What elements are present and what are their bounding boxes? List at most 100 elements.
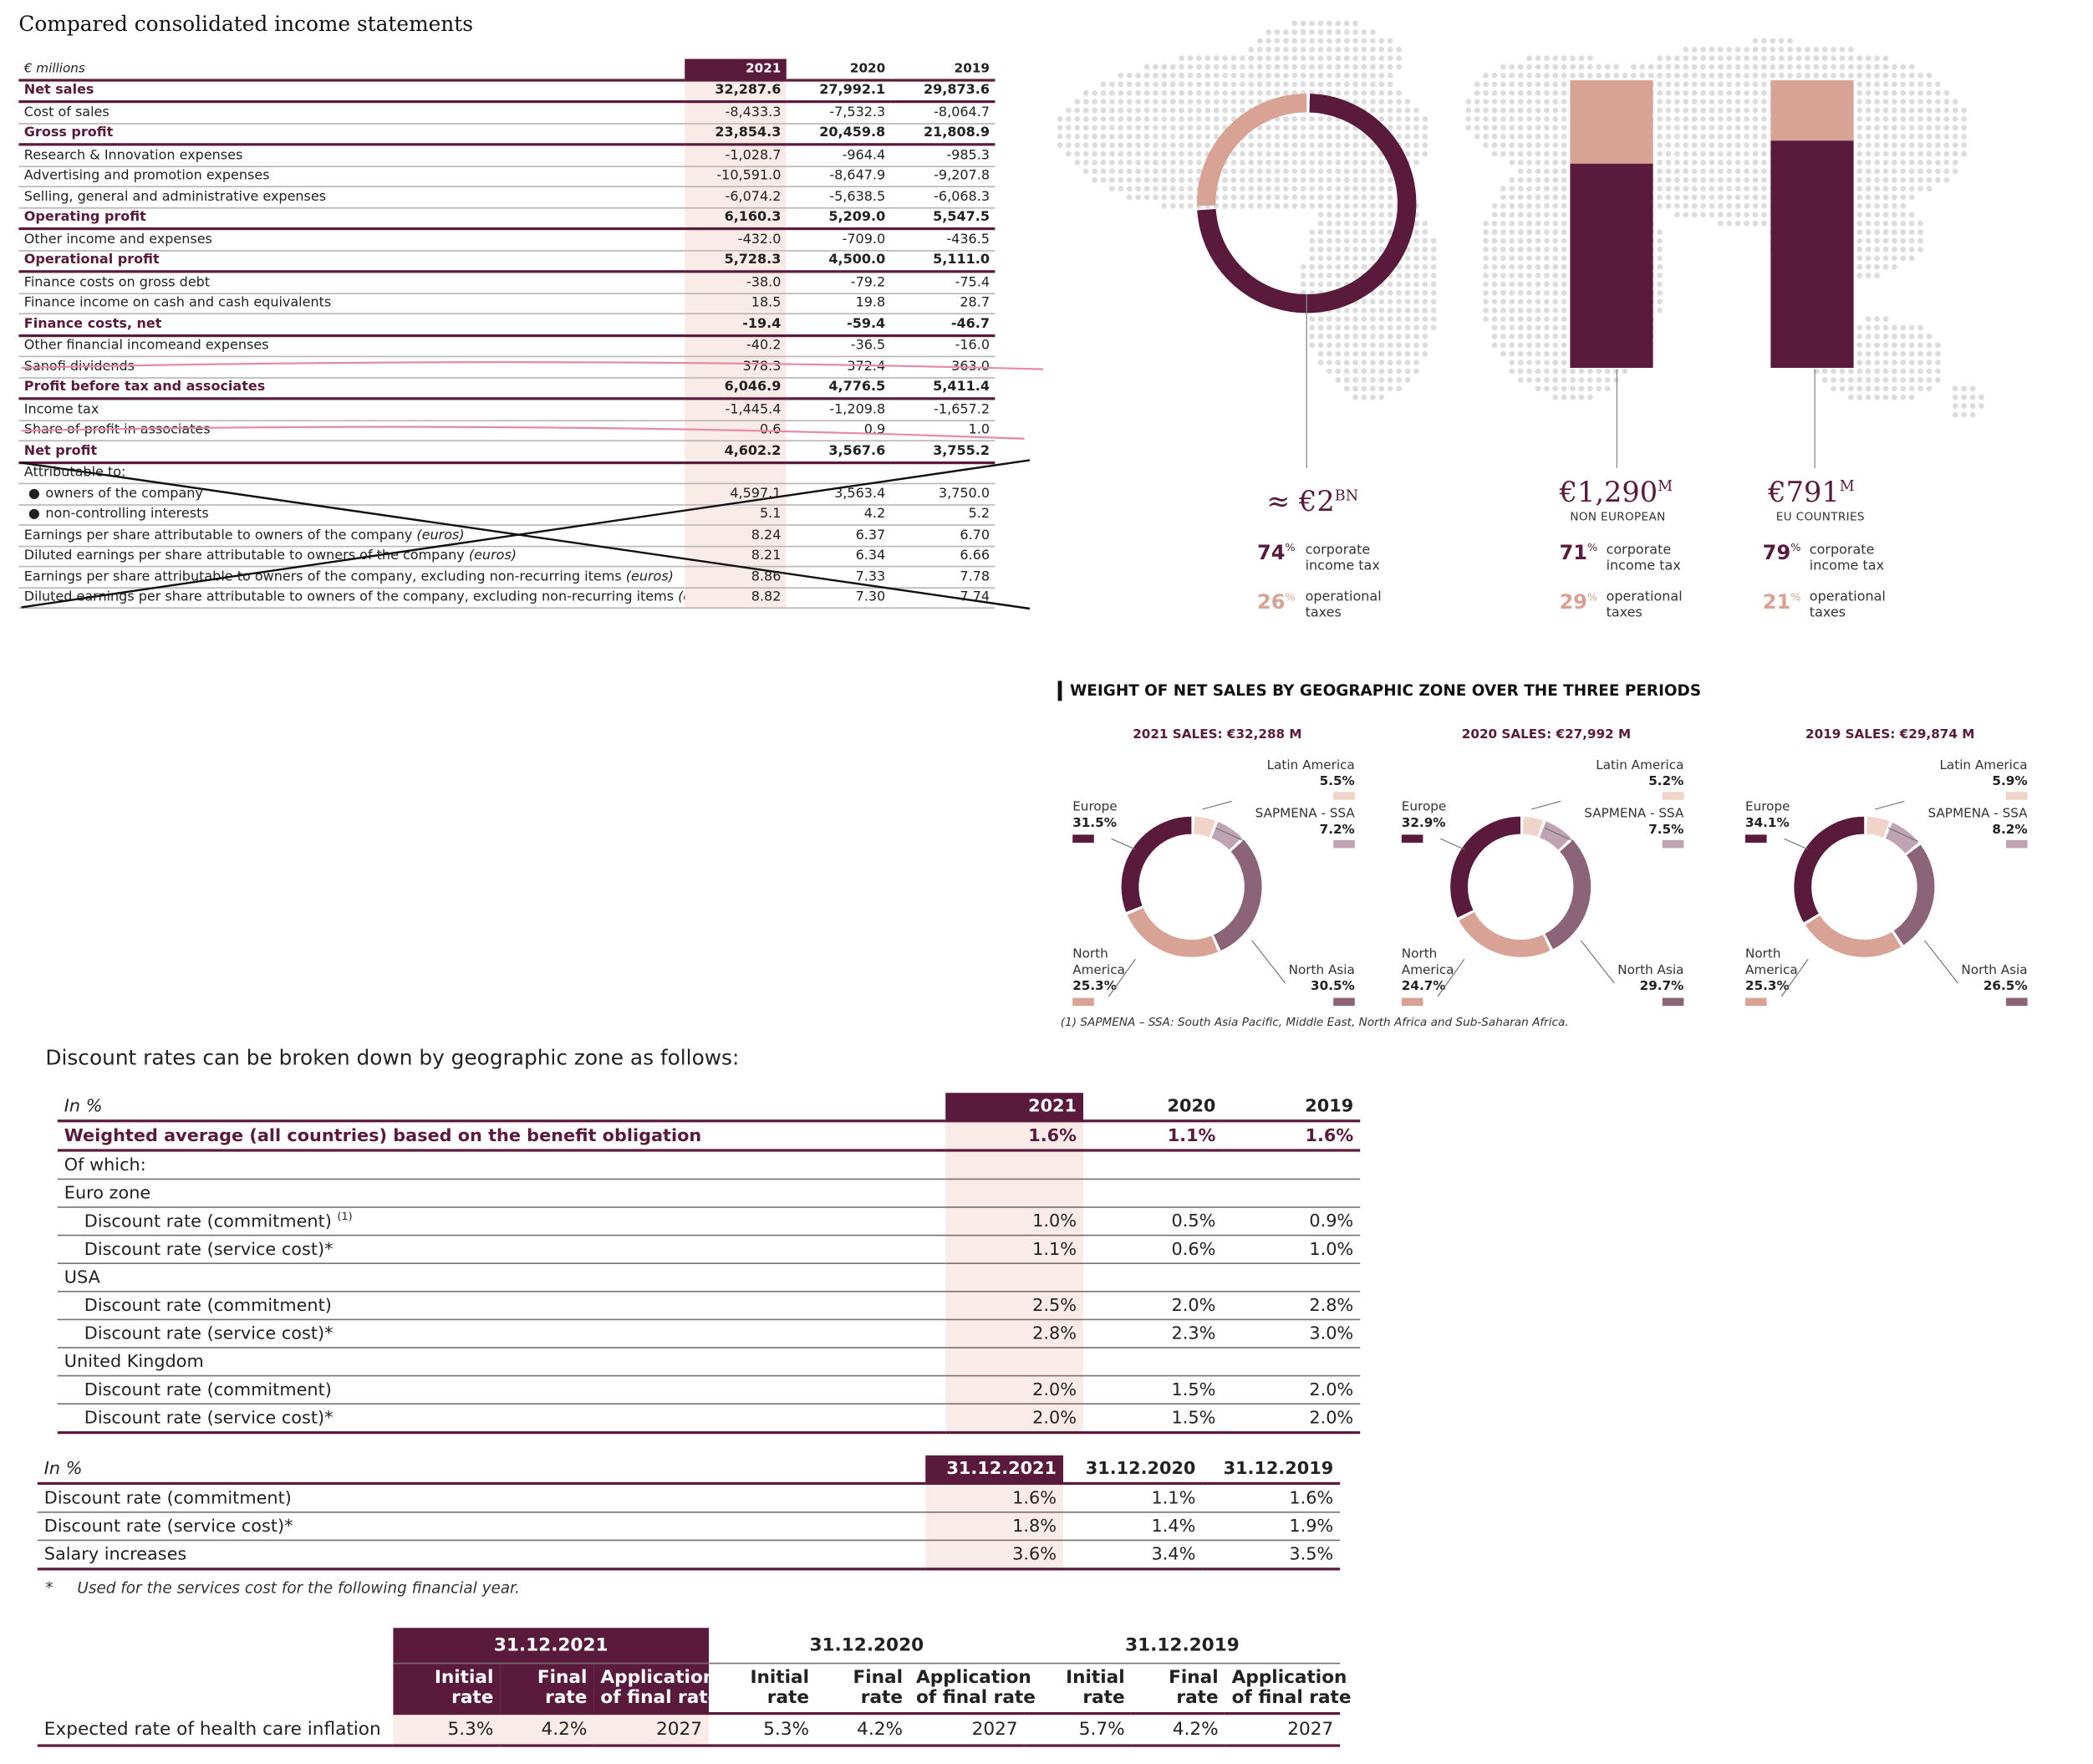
income-row: Share of profit in associates 0.6 0.9 1.0: [18, 420, 996, 441]
tax-ne-bar-corporate: [1570, 163, 1653, 368]
income-row-label: Finance costs, net: [18, 314, 685, 337]
tax-donut-corporate: [1197, 94, 1417, 314]
dr-row: USA: [57, 1263, 1361, 1292]
dr-cell: 2.5%: [945, 1291, 1083, 1321]
income-unit: € millions: [18, 59, 685, 81]
income-header-row: € millions 2021 2020 2019: [18, 59, 996, 81]
hc-cell: 4.2%: [500, 1713, 594, 1747]
hc-cell: 4.2%: [816, 1713, 910, 1747]
income-cell: 7.74: [890, 587, 996, 609]
income-cell: 18.5: [685, 293, 787, 314]
income-cell: -38.0: [685, 271, 787, 294]
income-row-label: Selling, general and administrative expe…: [18, 186, 685, 208]
dr-row-label: Discount rate (service cost)*: [57, 1404, 946, 1435]
income-cell: 5,411.4: [890, 377, 996, 400]
label-sapmena: SAPMENA - SSA 7.5%: [1584, 806, 1684, 838]
income-cell: -6,068.3: [890, 186, 996, 208]
dr-cell: 2.0%: [1222, 1375, 1361, 1405]
donut-leader-line: [1111, 838, 1136, 850]
income-row-label: Finance income on cash and cash equivale…: [18, 293, 685, 314]
net-sales-heading: 2021 SALES: €32,288 M: [1133, 727, 1302, 742]
dr-year-2019: 2019: [1222, 1093, 1361, 1123]
tax-eu-bar-operational: [1770, 80, 1854, 141]
donut-leader-line: [1251, 940, 1286, 984]
income-cell: 19.8: [786, 293, 891, 314]
swatch-europe: [1401, 834, 1423, 843]
net-sales-donut: [1780, 800, 1958, 997]
donut-leader-line: [1887, 827, 1918, 842]
dr-cell: 1.1%: [945, 1235, 1083, 1265]
dr-cell: [1083, 1348, 1223, 1377]
income-row: Net profit 4,602.2 3,567.6 3,755.2: [18, 441, 996, 464]
income-cell: 363.0: [890, 356, 996, 378]
hc-app-2019: Application of final rate: [1225, 1663, 1352, 1716]
tax-eu-bar: [1770, 80, 1854, 369]
dr-cell: [945, 1150, 1083, 1180]
hc-cell: 5.3%: [709, 1713, 817, 1747]
income-cell: -964.4: [786, 144, 891, 167]
income-cell: 7.78: [890, 566, 996, 589]
label-latin-america: Latin America 5.9%: [1939, 758, 2028, 789]
net-sales-donut: [1437, 800, 1615, 997]
donut-slice-sapmena: [1211, 822, 1242, 850]
income-row-label: Other income and expenses: [18, 228, 685, 252]
dr-cell: [945, 1348, 1083, 1377]
as-cell: 1.6%: [1202, 1483, 1341, 1513]
hc-empty: [38, 1628, 394, 1663]
dr-row: Discount rate (commitment) 2.0% 1.5% 2.0%: [57, 1375, 1361, 1405]
income-row-label: Net sales: [18, 79, 685, 104]
tax-ne-op-pct: 29%: [1559, 589, 1598, 614]
income-cell: 7.30: [786, 587, 891, 609]
as-row-label: Salary increases: [37, 1540, 926, 1571]
hc-sub-header: Initial rate Final rate Application of fina…: [38, 1663, 1352, 1716]
donut-leader-line: [1780, 958, 1809, 997]
income-cell: -40.2: [685, 334, 787, 358]
dr-row-label: Discount rate (service cost)*: [57, 1235, 946, 1265]
hc-final-2020: Final rate: [816, 1663, 910, 1716]
income-row: Finance costs, net -19.4 -59.4 -46.7: [18, 314, 996, 337]
assumptions-note: * Used for the services cost for the foll…: [45, 1578, 520, 1598]
income-cell: -1,028.7: [685, 144, 787, 167]
income-cell: 378.3: [685, 356, 787, 378]
dr-header-row: In % 2021 2020 2019: [57, 1093, 1361, 1123]
income-cell: 6,046.9: [685, 377, 787, 400]
income-row: ● non-controlling interests 5.1 4.2 5.2: [18, 504, 996, 526]
tax-eu-corp-label: corporate income tax: [1809, 543, 1885, 574]
hc-final-2021: Final rate: [500, 1663, 594, 1716]
income-cell: 8.24: [685, 525, 787, 547]
tax-eu-corp-pct: 79%: [1762, 540, 1801, 565]
dr-row-label: Of which:: [57, 1150, 946, 1180]
dr-row-label: Discount rate (commitment) (1): [57, 1207, 946, 1236]
income-row-label: ● non-controlling interests: [18, 504, 685, 526]
income-cell: 5,547.5: [890, 207, 996, 231]
label-north-asia: North Asia 30.5%: [1288, 963, 1355, 994]
income-cell: 4,597.1: [685, 483, 787, 505]
income-row: Attributable to:: [18, 461, 996, 485]
as-date: 31.12.2021: [925, 1455, 1063, 1486]
tax-eu-op-pct: 21%: [1762, 589, 1801, 614]
income-statement-title: Compared consolidated income statements: [18, 12, 473, 37]
bullet-icon: ●: [23, 507, 40, 523]
dr-row-label: Discount rate (commitment): [57, 1291, 946, 1321]
dr-cell: 2.8%: [945, 1319, 1083, 1348]
swatch-latin-america: [2006, 792, 2028, 800]
swatch-north-america: [1072, 997, 1094, 1007]
hc-app-2021: Application of final rate: [593, 1663, 720, 1716]
tax-ne-value: €1,290M: [1559, 476, 1673, 508]
donut-leader-line: [1875, 800, 1905, 810]
hc-date-2021: 31.12.2021: [393, 1628, 710, 1665]
income-row-label: Operational profit: [18, 250, 685, 273]
income-cell: 3,567.6: [786, 441, 891, 464]
tax-eu-op-label: operational taxes: [1809, 589, 1886, 621]
as-cell: 3.4%: [1063, 1540, 1203, 1571]
dr-cell: 2.3%: [1083, 1319, 1223, 1348]
income-cell: 20,459.8: [786, 123, 891, 146]
income-row: Selling, general and administrative expe…: [18, 186, 996, 208]
dr-cell: 1.6%: [945, 1120, 1083, 1152]
income-cell: -985.3: [890, 144, 996, 167]
dr-row: Discount rate (service cost)* 2.8% 2.3% 3.0…: [57, 1319, 1361, 1348]
label-europe: Europe 32.9%: [1401, 799, 1447, 831]
swatch-north-asia: [1662, 997, 1684, 1007]
income-row-label: Cost of sales: [18, 101, 685, 124]
